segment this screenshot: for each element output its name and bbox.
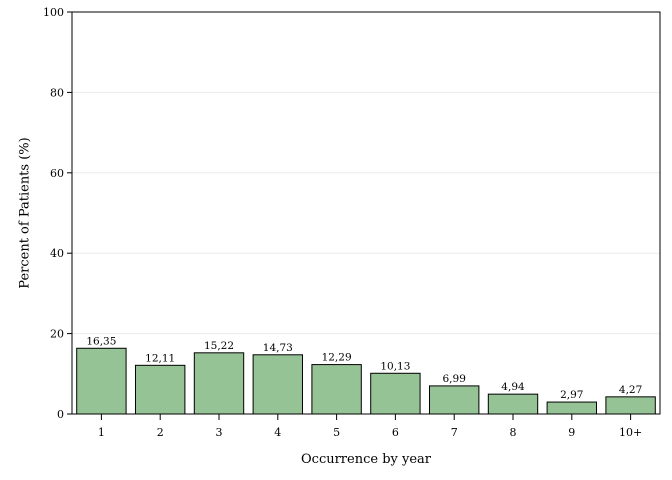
x-tick-label: 4 bbox=[274, 426, 281, 439]
data-label: 12,29 bbox=[322, 352, 352, 364]
data-label: 12,11 bbox=[145, 352, 175, 364]
y-tick-label: 60 bbox=[50, 167, 64, 180]
data-label: 14,73 bbox=[263, 342, 293, 354]
bar bbox=[605, 396, 656, 415]
y-tick-label: 0 bbox=[57, 408, 64, 421]
x-tick-label: 6 bbox=[392, 426, 399, 439]
y-tick-label: 20 bbox=[50, 328, 64, 341]
data-label: 10,13 bbox=[380, 360, 410, 372]
x-tick-label: 2 bbox=[157, 426, 164, 439]
plot-frame bbox=[71, 11, 661, 415]
bar bbox=[429, 385, 480, 415]
x-tick-label: 5 bbox=[333, 426, 340, 439]
bar bbox=[546, 401, 597, 415]
data-label: 2,97 bbox=[560, 389, 583, 401]
x-tick-label: 3 bbox=[216, 426, 223, 439]
y-tick-label: 80 bbox=[50, 86, 64, 99]
bar bbox=[76, 347, 127, 415]
data-labels: 16,35 12,11 15,22 14,73 12,29 10,13 6,99 4,94 2,… bbox=[86, 335, 642, 401]
data-label: 4,27 bbox=[619, 384, 642, 396]
x-tick-label: 10+ bbox=[619, 426, 642, 439]
data-label: 6,99 bbox=[443, 373, 466, 385]
x-tick-label: 1 bbox=[98, 426, 105, 439]
bar bbox=[135, 364, 186, 415]
x-axis-label: Occurrence by year bbox=[301, 452, 432, 467]
x-axis: 1 2 3 4 5 6 7 8 9 10+ bbox=[98, 414, 642, 439]
data-label: 4,94 bbox=[501, 381, 525, 393]
y-axis-label: Percent of Patients (%) bbox=[18, 137, 33, 288]
bar bbox=[487, 393, 539, 415]
x-tick-label: 7 bbox=[451, 426, 458, 439]
data-label: 15,22 bbox=[204, 340, 234, 352]
bar bbox=[193, 352, 245, 415]
x-tick-label: 9 bbox=[568, 426, 575, 439]
bar bbox=[370, 372, 421, 415]
bar bbox=[311, 364, 362, 415]
bar bbox=[252, 354, 303, 415]
data-label: 16,35 bbox=[86, 335, 116, 347]
y-tick-label: 40 bbox=[50, 247, 64, 260]
x-tick-label: 8 bbox=[510, 426, 517, 439]
y-axis: 0 20 40 60 80 100 bbox=[43, 6, 72, 421]
y-tick-label: 100 bbox=[43, 6, 64, 19]
grid-lines bbox=[72, 91, 660, 335]
